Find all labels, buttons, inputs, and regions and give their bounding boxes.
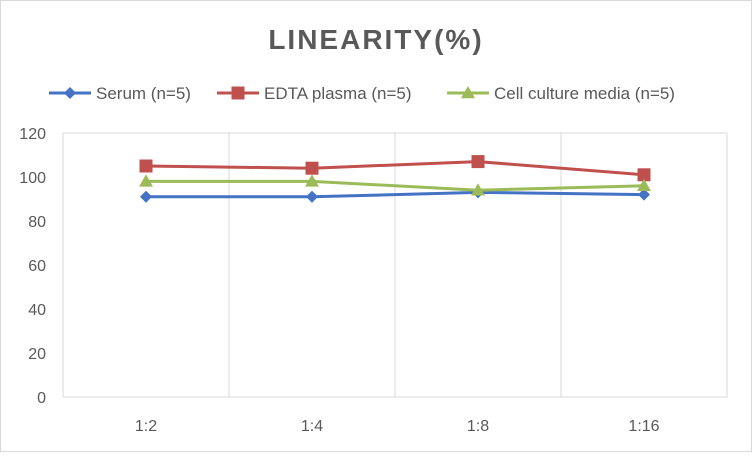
x-tick-label: 1:2 [135, 418, 157, 435]
x-axis: 1:2 1:4 1:8 1:16 [135, 418, 660, 435]
legend-marker [461, 86, 475, 99]
grid [62, 132, 728, 398]
data-point [140, 190, 152, 203]
legend-label: Cell culture media (n=5) [494, 84, 675, 103]
data-point [637, 178, 651, 192]
y-tick-label: 100 [19, 170, 46, 187]
data-point [306, 190, 318, 203]
y-tick-label: 20 [28, 346, 46, 363]
x-tick-label: 1:16 [628, 418, 659, 435]
legend-item: Cell culture media (n=5) [447, 84, 675, 103]
data-point [471, 183, 485, 196]
data-point [637, 168, 651, 182]
legend-label: Serum (n=5) [96, 84, 191, 103]
y-tick-label: 120 [19, 126, 46, 143]
legend-label: EDTA plasma (n=5) [264, 84, 412, 103]
y-tick-label: 60 [28, 258, 46, 275]
series-line [145, 160, 645, 177]
series-line [146, 190, 645, 199]
data-point [638, 188, 650, 201]
legend-item: Serum (n=5) [49, 84, 191, 103]
y-axis: 0 20 40 60 80 100 120 [19, 126, 46, 407]
legend-marker [231, 86, 245, 100]
series-3 [139, 174, 651, 196]
data-point [139, 174, 153, 187]
y-tick-label: 0 [37, 390, 46, 407]
legend-marker [64, 87, 76, 99]
data-point [305, 161, 319, 175]
x-tick-label: 1:8 [467, 418, 489, 435]
data-point [305, 174, 319, 187]
x-tick-label: 1:4 [301, 418, 323, 435]
legend-item: EDTA plasma (n=5) [217, 84, 412, 103]
series-line [146, 179, 645, 192]
chart-title: LINEARITY(%) [268, 24, 483, 55]
y-tick-label: 80 [28, 214, 46, 231]
data-point [139, 159, 153, 173]
series-2 [139, 155, 651, 182]
series-layer [139, 155, 651, 203]
legend: Serum (n=5) EDTA plasma (n=5) Cell culture… [49, 84, 675, 103]
y-tick-label: 40 [28, 302, 46, 319]
data-point [471, 155, 485, 169]
